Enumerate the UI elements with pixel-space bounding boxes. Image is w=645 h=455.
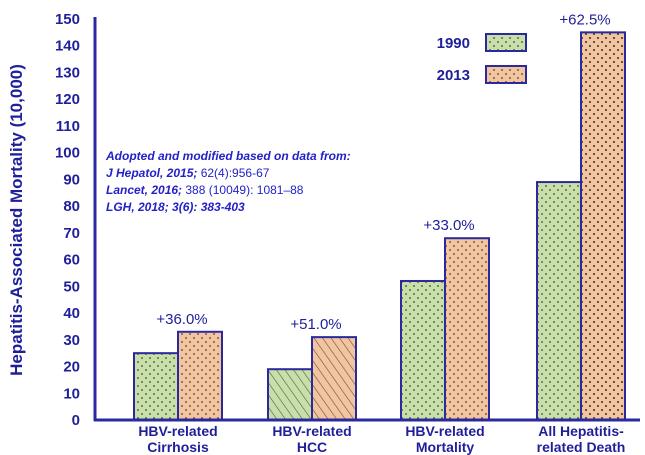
legend-swatch	[485, 33, 527, 52]
percent-change-label: +36.0%	[156, 311, 207, 328]
bar-2013	[311, 336, 357, 422]
percent-change-labels: +36.0% +51.0% +33.0% +62.5%	[156, 11, 610, 333]
y-tick-label: 20	[63, 359, 80, 376]
y-tick-label: 90	[63, 171, 80, 188]
bar-1990	[133, 352, 179, 421]
bar-2013	[177, 330, 223, 421]
category-labels: HBV-related Cirrhosis HBV-related HCC HBV-re…	[138, 423, 625, 455]
source-note-line: Adopted and modified based on data from:	[105, 149, 351, 163]
bar-1990	[267, 368, 313, 421]
legend-label: 2013	[437, 67, 470, 84]
percent-change-label: +62.5%	[559, 11, 610, 28]
legend: 1990 2013	[437, 33, 527, 84]
bar-1990	[400, 279, 446, 421]
category-label: HBV-related HCC	[272, 423, 351, 455]
y-tick-label: 70	[63, 225, 80, 242]
y-tick-label: 30	[63, 332, 80, 349]
y-tick-label: 50	[63, 278, 80, 295]
source-note-line: Lancet, 2016; 388 (10049): 1081–88	[106, 183, 304, 197]
source-notes: Adopted and modified based on data from:…	[105, 149, 351, 214]
y-tick-label: 120	[55, 91, 80, 108]
bar-1990	[536, 181, 582, 421]
bar-2013	[444, 237, 490, 421]
y-axis-title: Hepatitis-Associated Mortality (10,000)	[7, 64, 26, 376]
y-tick-label: 40	[63, 305, 80, 322]
y-tick-label: 140	[55, 38, 80, 55]
category-label: HBV-related Mortality	[405, 423, 484, 455]
source-note-line: J Hepatol, 2015; 62(4):956-67	[106, 166, 270, 180]
y-axis-ticks: 0 10 20 30 40 50 60 70 80 90 100 110 120 130 140 150	[55, 11, 80, 429]
category-label: HBV-related Cirrhosis	[138, 423, 217, 455]
percent-change-label: +33.0%	[423, 217, 474, 234]
bar-2013	[580, 31, 626, 421]
category-label: All Hepatitis-related Death	[537, 423, 626, 455]
y-tick-label: 60	[63, 252, 80, 269]
y-tick-label: 0	[72, 412, 80, 429]
y-tick-label: 150	[55, 11, 80, 28]
y-axis-label: Hepatitis-Associated Mortality (10,000)	[7, 64, 26, 376]
legend-label: 1990	[437, 35, 470, 52]
y-tick-label: 110	[56, 118, 80, 135]
bars	[133, 31, 626, 422]
y-tick-label: 100	[55, 145, 80, 162]
axes	[93, 17, 640, 422]
source-note-line: LGH, 2018; 3(6): 383-403	[106, 200, 245, 214]
y-tick-label: 80	[63, 198, 80, 215]
y-tick-label: 10	[63, 385, 80, 402]
percent-change-label: +51.0%	[290, 316, 341, 333]
legend-swatch	[485, 65, 527, 84]
y-tick-label: 130	[55, 64, 80, 81]
